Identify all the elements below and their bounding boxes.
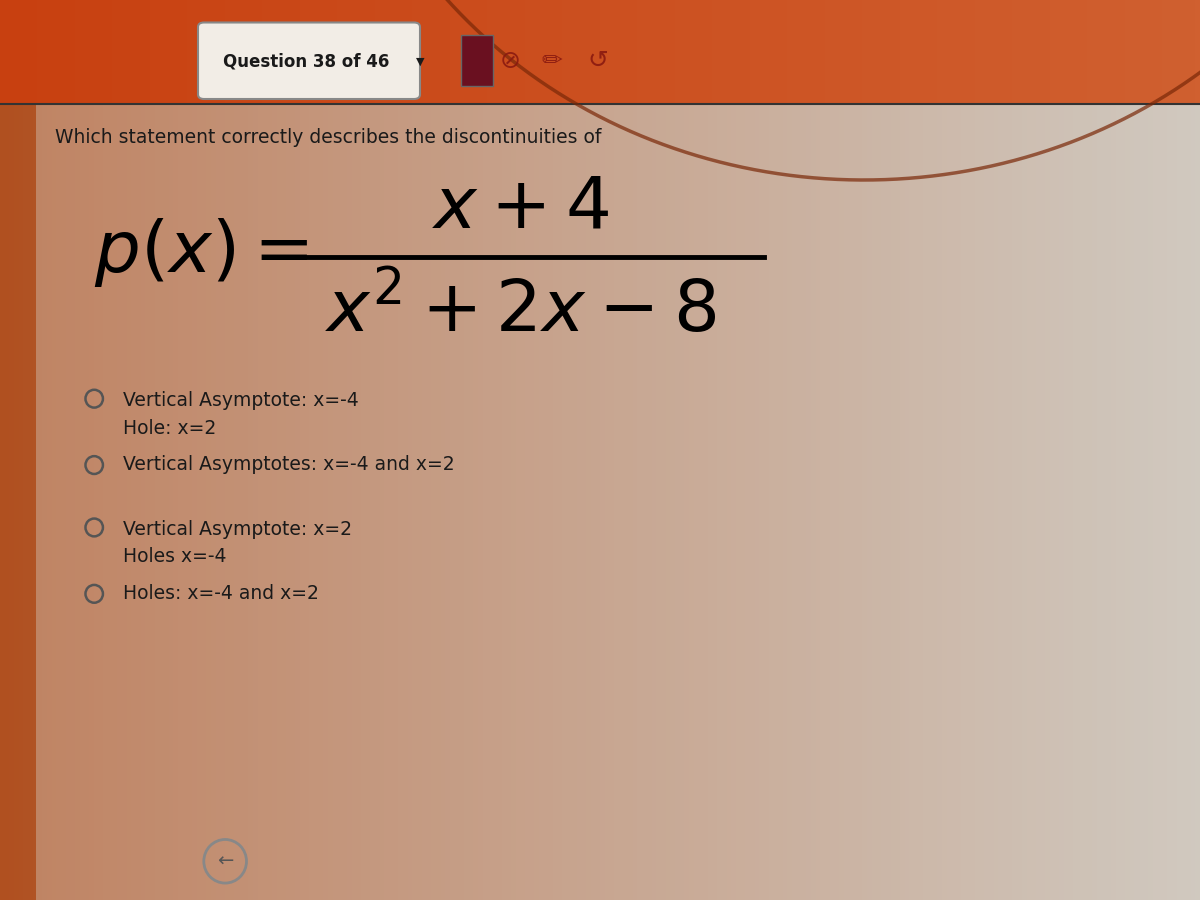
Text: ✏: ✏ <box>541 50 563 73</box>
Text: ←: ← <box>217 851 233 871</box>
Text: $x^2 + 2x - 8$: $x^2 + 2x - 8$ <box>325 275 716 347</box>
FancyBboxPatch shape <box>198 22 420 99</box>
FancyBboxPatch shape <box>461 35 493 86</box>
Text: Vertical Asymptote: x=2: Vertical Asymptote: x=2 <box>124 519 353 538</box>
Text: $x + 4$: $x + 4$ <box>432 172 610 243</box>
Text: ↺: ↺ <box>587 50 608 73</box>
Text: Holes x=-4: Holes x=-4 <box>124 547 227 566</box>
Text: Holes: x=-4 and x=2: Holes: x=-4 and x=2 <box>124 584 319 603</box>
Polygon shape <box>36 104 1200 900</box>
Text: ▼: ▼ <box>416 56 425 67</box>
Text: Vertical Asymptotes: x=-4 and x=2: Vertical Asymptotes: x=-4 and x=2 <box>124 455 455 474</box>
Text: Vertical Asymptote: x=-4: Vertical Asymptote: x=-4 <box>124 391 359 410</box>
Text: ⊘: ⊘ <box>499 50 521 73</box>
Text: Hole: x=2: Hole: x=2 <box>124 418 216 437</box>
Text: Which statement correctly describes the discontinuities of: Which statement correctly describes the … <box>55 129 601 148</box>
Text: $p(x) =$: $p(x) =$ <box>95 216 308 289</box>
Text: Question 38 of 46: Question 38 of 46 <box>223 52 389 70</box>
